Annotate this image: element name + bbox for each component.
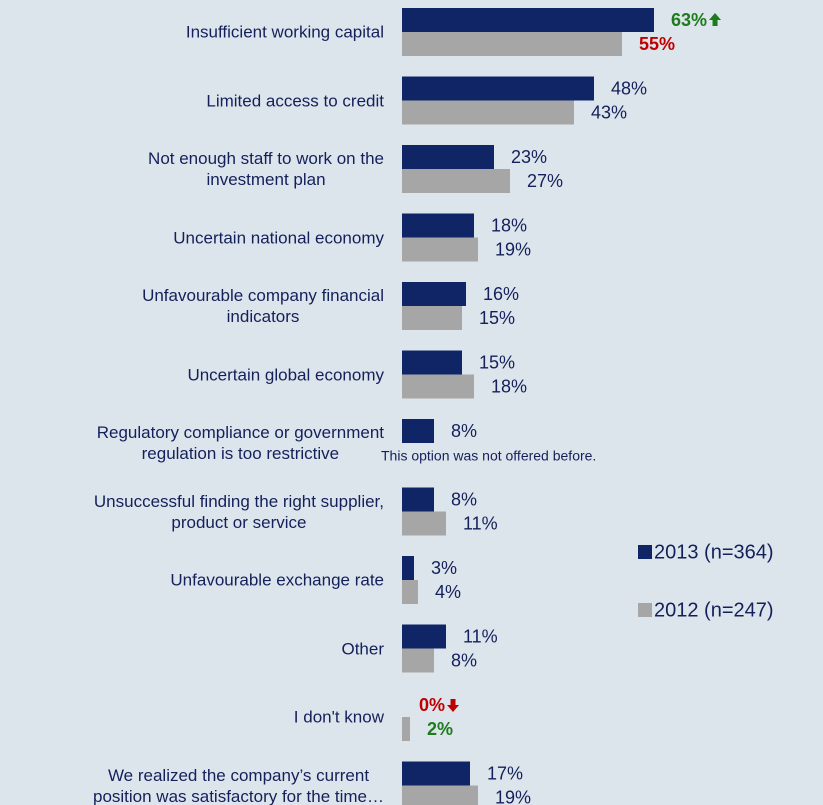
bar [402, 419, 434, 443]
bar [402, 580, 418, 604]
legend-label: 2012 (n=247) [654, 599, 774, 621]
legend-swatch [638, 603, 652, 617]
value-label: 15% [479, 308, 515, 328]
bar [402, 306, 462, 330]
value-label: 3% [431, 558, 457, 578]
category-label: Not enough staff to work on the investme… [148, 149, 384, 189]
annotation: This option was not offered before. [381, 448, 596, 464]
bar [402, 282, 466, 306]
value-label: 0% [419, 695, 445, 715]
bar [402, 169, 510, 193]
trend-arrow [447, 699, 460, 712]
value-label: 18% [491, 215, 527, 235]
category-label: We realized the company’s current positi… [92, 765, 384, 805]
legend-label: 2013 (n=364) [654, 541, 774, 563]
bar [402, 213, 474, 238]
category-label: Unsuccessful finding the right supplier,… [93, 491, 384, 532]
category-label: Limited access to credit [206, 91, 384, 110]
value-label: 43% [591, 102, 627, 122]
legend-swatch [638, 545, 652, 559]
value-label: 8% [451, 489, 477, 509]
bar [402, 624, 446, 649]
bar [402, 76, 594, 101]
bar [402, 717, 410, 741]
bar [402, 511, 446, 536]
value-label: 11% [463, 626, 498, 646]
category-label: Other [341, 639, 384, 658]
bar [402, 648, 434, 673]
category-label: Regulatory compliance or government regu… [96, 423, 384, 463]
category-label: Uncertain national economy [173, 228, 384, 247]
value-label: 17% [487, 763, 523, 783]
value-label: 16% [483, 284, 519, 304]
bar [402, 761, 470, 786]
bar [402, 145, 494, 169]
bar [402, 100, 574, 125]
category-label: Unfavourable company financial indicator… [142, 286, 384, 326]
bar [402, 487, 434, 512]
value-label: 15% [479, 352, 515, 372]
value-label: 2% [427, 719, 453, 739]
value-label: 48% [611, 78, 647, 98]
bar [402, 785, 478, 805]
bar [402, 8, 654, 32]
category-label: Uncertain global economy [187, 365, 384, 384]
value-label: 18% [491, 376, 527, 396]
bar [402, 556, 414, 580]
value-label: 8% [451, 421, 477, 441]
bar [402, 237, 478, 262]
value-label: 11% [463, 513, 498, 533]
category-label: I don't know [293, 707, 384, 727]
value-label: 23% [511, 147, 547, 167]
bar [402, 350, 462, 375]
value-label: 63% [671, 10, 707, 30]
value-label: 19% [495, 239, 531, 259]
value-label: 55% [639, 34, 675, 54]
value-label: 8% [451, 650, 477, 670]
category-label: Unfavourable exchange rate [170, 570, 384, 590]
bar [402, 374, 474, 399]
value-label: 19% [495, 787, 531, 805]
value-label: 27% [527, 171, 563, 191]
bar [402, 32, 622, 56]
value-label: 4% [435, 582, 461, 602]
category-label: Insufficient working capital [185, 22, 384, 42]
trend-arrow [709, 13, 722, 26]
